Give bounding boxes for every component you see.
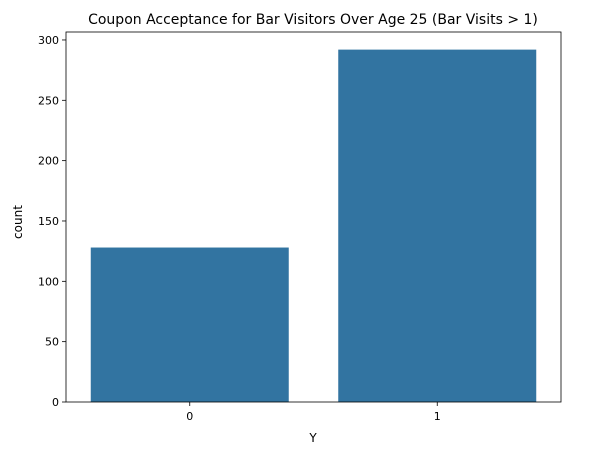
- bars-group: [90, 49, 537, 402]
- y-tick-label: 150: [38, 215, 59, 228]
- bar-0: [90, 247, 289, 402]
- y-tick-label: 50: [45, 336, 59, 349]
- x-tick-label: 0: [186, 410, 193, 423]
- y-tick-label: 100: [38, 275, 59, 288]
- y-tick-label: 250: [38, 94, 59, 107]
- plot-border: [65, 31, 562, 403]
- y-tick-label: 300: [38, 34, 59, 47]
- x-tick-label: 1: [434, 410, 441, 423]
- x-axis-label: Y: [308, 431, 317, 445]
- plot-frame: [65, 31, 562, 403]
- y-tick-label: 200: [38, 155, 59, 168]
- y-axis-ticks: 0 50 100 150 200 250 300: [38, 34, 66, 409]
- y-tick-label: 0: [52, 396, 59, 409]
- y-axis-label: count: [11, 205, 25, 239]
- bar-1: [338, 49, 537, 402]
- chart-title: Coupon Acceptance for Bar Visitors Over …: [88, 12, 538, 28]
